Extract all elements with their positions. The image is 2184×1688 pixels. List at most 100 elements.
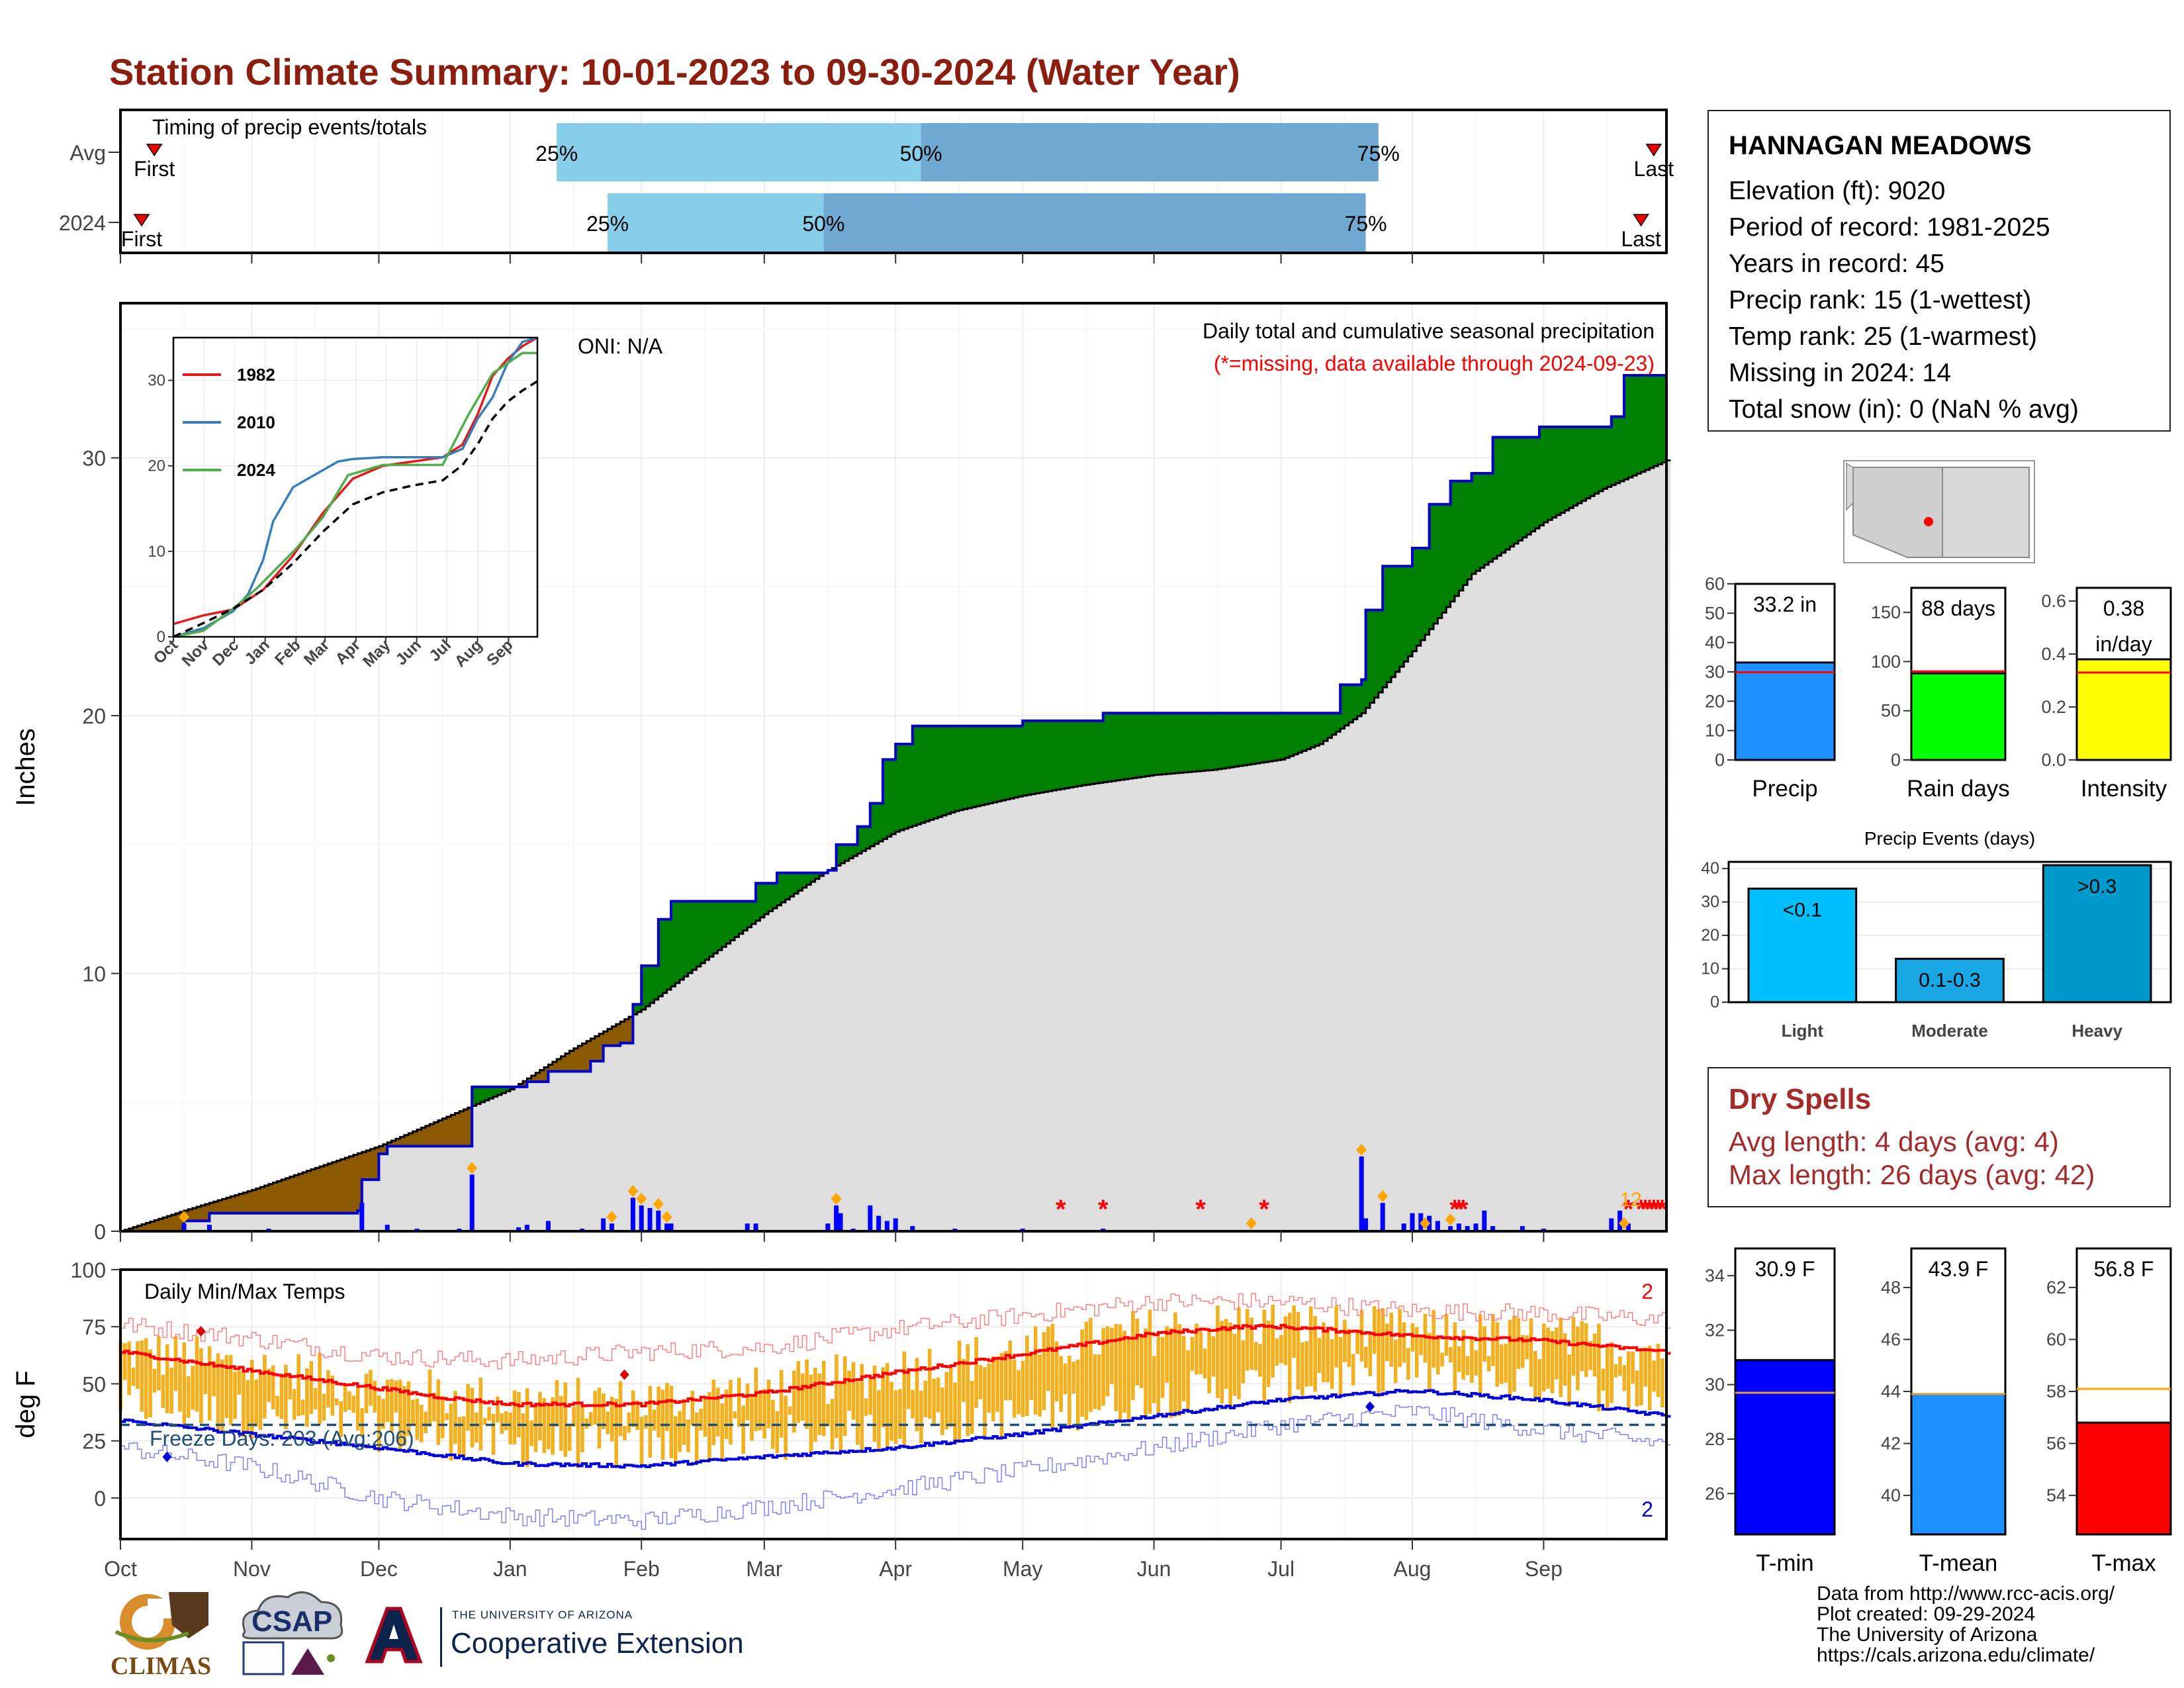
precip-deficit-fill [361,1152,367,1180]
temp-daily-bar [1326,1330,1330,1383]
temp-daily-bar [326,1370,330,1408]
precip-deficit-fill [243,1192,248,1213]
precip-surplus-fill [633,1004,638,1015]
temp-daily-bar [745,1383,750,1421]
panel-tmin: 26 28 30 32 34 30.9 F T-min [1705,1247,1836,1576]
precip-deficit-fill [230,1196,236,1213]
precip-surplus-fill [1565,426,1570,510]
events-y-tick-label: 20 [1701,926,1719,945]
precip-deficit-fill [535,1072,541,1082]
temp-panel: Daily Min/Max Temps Freeze Days: 203 (Avg… [11,1258,1671,1581]
temp-daily-bar [1541,1323,1546,1391]
panel-tmean: 40 42 44 46 48 43.9 F T-mean [1881,1247,2007,1576]
rain_days-category-label: Rain days [1907,776,2010,802]
precip-surplus-fill [1476,473,1480,571]
temp-daily-bar [445,1413,449,1421]
timing-label-75: 75% [1345,212,1387,236]
temp-daily-bar [1626,1351,1631,1409]
temp-daily-bar [741,1405,745,1454]
temp-daily-bar [470,1387,475,1448]
temp-daily-bar [919,1390,923,1444]
precip-deficit-fill [608,1029,612,1046]
precip-surplus-fill [671,901,676,987]
precip-surplus-fill [1531,437,1536,532]
precip-surplus-fill [1467,481,1473,580]
precip-daily-bar [664,1223,670,1231]
temp-daily-bar [784,1395,788,1460]
precip-deficit-fill [599,1033,604,1061]
precip-deficit-fill [175,1213,181,1231]
temp-daily-bar [1618,1356,1622,1376]
rain_days-y-tick-label: 0 [1891,750,1901,770]
temp-daily-bar [1504,1344,1508,1383]
temp-daily-bar [250,1360,254,1439]
precip-deficit-fill [251,1190,257,1213]
tmean-y-tick-label: 44 [1881,1382,1901,1401]
temp-daily-bar [711,1380,716,1446]
precip-surplus-fill [1031,720,1036,794]
precip-surplus-fill [1099,720,1104,783]
temp-daily-bar [1135,1319,1140,1385]
temp-daily-bar [136,1341,140,1389]
precip-deficit-fill [218,1200,223,1213]
precip-surplus-fill [735,901,739,937]
precip-chart-title: Daily total and cumulative seasonal prec… [1203,319,1655,343]
temp-daily-bar [178,1362,182,1412]
temp-record-high-marker [619,1369,629,1380]
precip-surplus-fill [1259,713,1265,763]
temp-daily-bar [1453,1322,1457,1395]
temp-daily-bar [1576,1326,1580,1391]
temp-daily-bar [1359,1309,1364,1362]
tmean-category-label: T-mean [1919,1550,1998,1576]
precip-surplus-fill [1586,426,1591,498]
temp-daily-bar [678,1411,682,1452]
precip-surplus-fill [1522,437,1527,538]
precip-surplus-fill [984,726,989,804]
precip-daily-bar [668,1223,674,1231]
precip-deficit-fill [188,1209,193,1221]
precip-surplus-fill [696,901,702,966]
precip-surplus-fill [1014,726,1019,798]
precip-surplus-fill [1543,426,1549,523]
station-precip-rank: Precip rank: 15 (1-wettest) [1729,286,2032,314]
temp-daily-bar [1054,1341,1059,1401]
tmean-value-label: 43.9 F [1929,1257,1989,1281]
precip-surplus-fill [798,872,803,891]
precip-surplus-fill [1158,713,1163,775]
temp-daily-bar [1457,1346,1461,1372]
temp-daily-bar [284,1364,288,1430]
precip-deficit-fill [430,1124,435,1147]
temp-daily-bar [1059,1356,1063,1412]
timing-row-label: 2024 [59,211,106,235]
precip-surplus-fill [688,901,693,973]
intensity-y-tick-label: 0.6 [2041,591,2066,611]
tmin-value-label: 30.9 F [1755,1257,1815,1281]
temp-daily-bar [847,1370,851,1411]
precip-surplus-fill [1069,720,1074,788]
precip-surplus-fill [1073,720,1078,787]
temp-y-tick-label: 0 [94,1487,106,1511]
timing-label-25: 25% [586,212,629,236]
precip-surplus-fill [662,919,668,994]
precip-surplus-fill [1429,504,1434,630]
temp-daily-bar [275,1395,279,1417]
temp-daily-bar [475,1412,478,1443]
temp-daily-bar [1368,1332,1373,1376]
temp-daily-bar [313,1387,318,1410]
precip-daily-bar [1456,1223,1461,1231]
precip-surplus-fill [1052,720,1057,791]
precip-surplus-fill [895,743,901,832]
precip-deficit-fill [349,1156,354,1213]
temp-daily-bar [228,1355,233,1425]
precip-deficit-fill [192,1207,197,1221]
precip-daily-bar [910,1226,915,1231]
temp-daily-bar [1520,1335,1525,1368]
temp-daily-bar [1656,1343,1661,1397]
precip-surplus-fill [815,872,820,879]
precip-surplus-fill [1437,504,1443,618]
events-bar [2042,864,2152,1004]
temp-freeze-label: Freeze Days: 203 (Avg:206) [150,1427,414,1450]
precip-record-marker [1619,1217,1629,1230]
precip-surplus-fill [1137,713,1142,778]
precip-surplus-fill [705,901,710,961]
